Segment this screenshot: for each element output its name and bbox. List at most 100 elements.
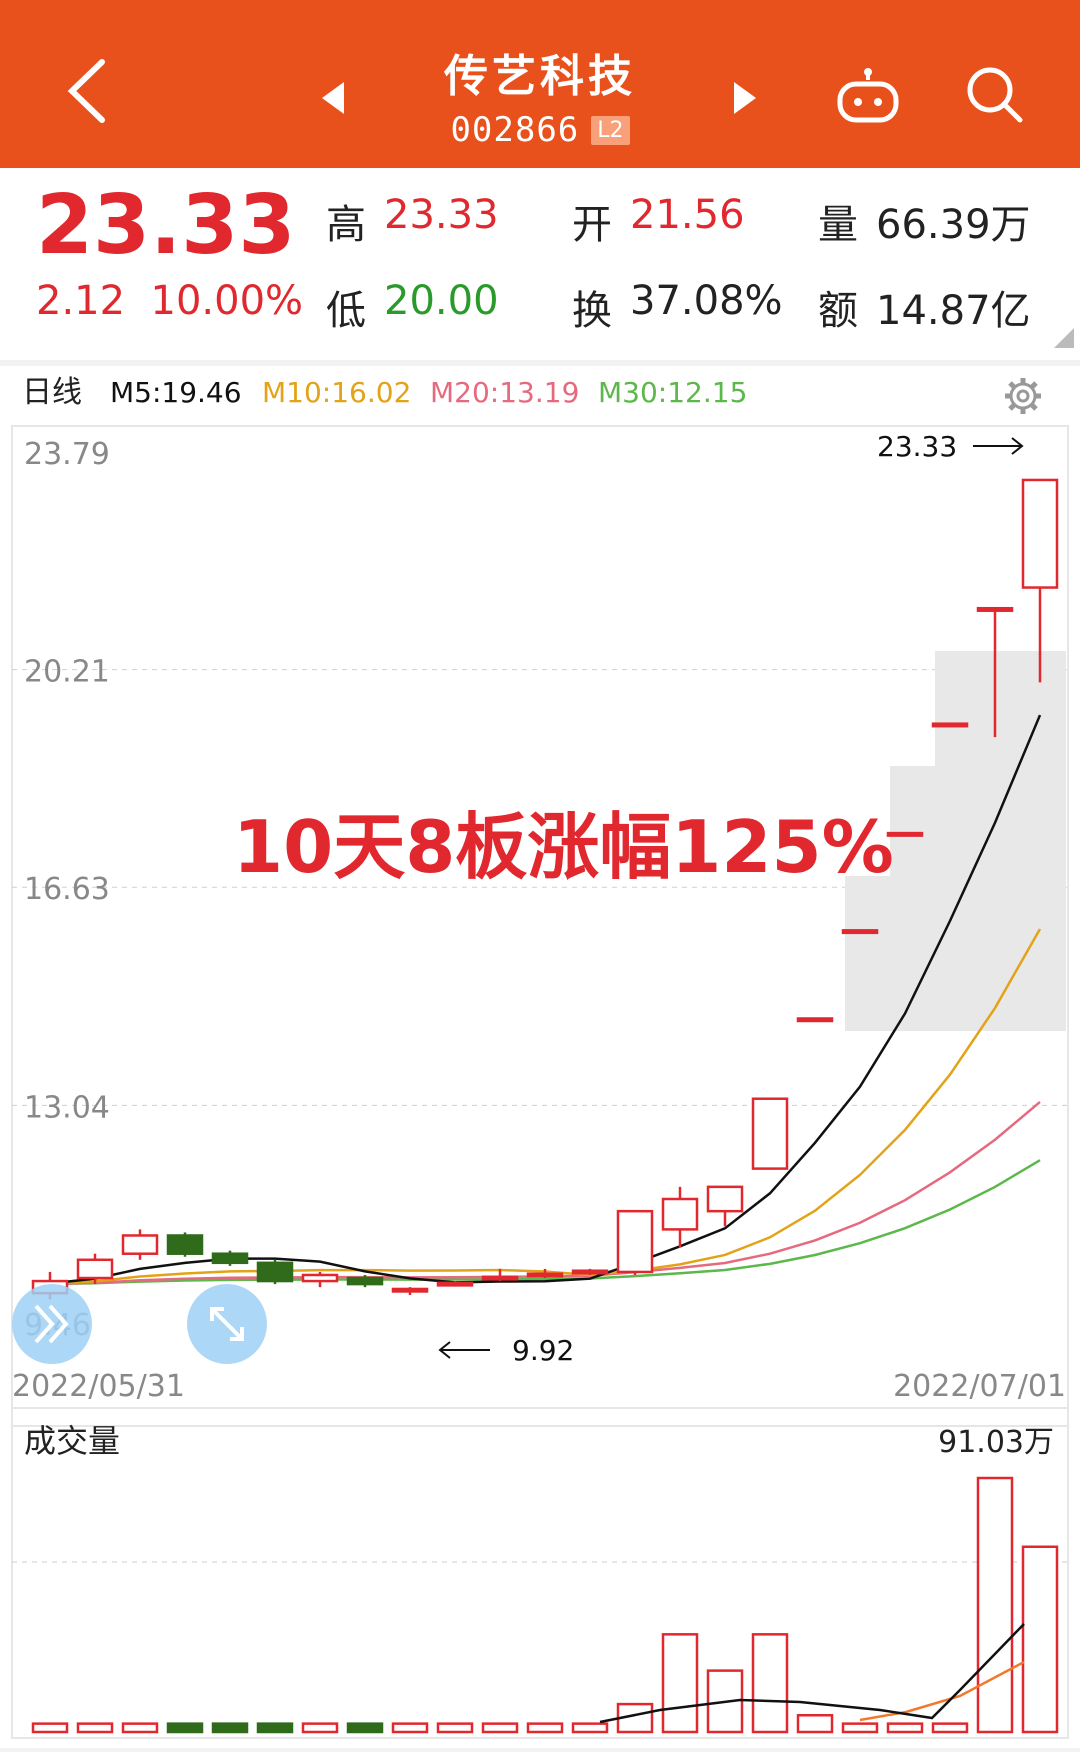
- low-label: 低: [326, 288, 366, 334]
- candle: [481, 1268, 519, 1282]
- candle-body: [76, 1258, 114, 1280]
- volume-bar: [31, 1722, 69, 1734]
- candle: [121, 1229, 159, 1260]
- volume-bar: [796, 1714, 834, 1734]
- candlestick-series: [31, 478, 1059, 1300]
- volume-bar: [886, 1722, 924, 1734]
- candle-body: [391, 1287, 429, 1293]
- ma30-line: [49, 1159, 1041, 1286]
- low-value: 20.00: [384, 278, 499, 324]
- last-price: 23.33: [36, 178, 296, 273]
- volume-bar: [751, 1633, 789, 1734]
- candle-body: [886, 831, 924, 837]
- candle-body: [526, 1272, 564, 1278]
- volume-bar: [526, 1722, 564, 1734]
- price-change: 2.12: [36, 278, 126, 324]
- high-marker-arrow: [973, 437, 1024, 455]
- high-label: 高: [326, 202, 366, 248]
- candle: [391, 1287, 429, 1296]
- volume-bar: [571, 1722, 609, 1734]
- search-icon[interactable]: [966, 66, 1026, 126]
- candle: [526, 1268, 564, 1279]
- volume-bar: [661, 1633, 699, 1734]
- volume-bar: [166, 1722, 204, 1734]
- y-tick-label: 23.79: [24, 437, 110, 472]
- candle: [661, 1186, 699, 1248]
- candle: [1021, 478, 1059, 683]
- volume-bar: [391, 1722, 429, 1734]
- candle: [841, 929, 879, 935]
- candle: [931, 722, 969, 728]
- candle: [706, 1185, 744, 1227]
- chart-card: 日线 M5:19.46 M10:16.02 M20:13.19 M30:12.1…: [0, 366, 1080, 1748]
- stock-code-row: 002866 L2: [390, 110, 690, 150]
- volume-bar: [976, 1476, 1014, 1734]
- y-tick-label: 20.21: [24, 655, 110, 690]
- volume-bar: [841, 1722, 879, 1734]
- candle-body: [121, 1234, 159, 1255]
- candle: [886, 831, 924, 837]
- quote-panel: 23.33 2.12 10.00% 高 23.33 低 20.00 开 21.5…: [0, 168, 1080, 360]
- volume-bar: [346, 1722, 384, 1734]
- expand-corner-icon[interactable]: [1054, 328, 1074, 348]
- candle: [301, 1271, 339, 1288]
- candle-body: [841, 929, 879, 935]
- candle-body: [796, 1017, 834, 1023]
- candle: [211, 1250, 249, 1266]
- candle: [256, 1259, 294, 1285]
- candle: [346, 1274, 384, 1288]
- date-start: 2022/05/31: [12, 1369, 185, 1404]
- amount-value: 14.87亿: [876, 288, 1031, 334]
- chart-canvas[interactable]: 日线 M5:19.46 M10:16.02 M20:13.19 M30:12.1…: [0, 366, 1080, 1748]
- y-tick-label: 16.63: [24, 872, 110, 907]
- amount-label: 额: [818, 288, 858, 334]
- candle-body: [346, 1276, 384, 1286]
- volume-bar: [301, 1722, 339, 1734]
- candle: [751, 1097, 789, 1170]
- prev-stock-icon[interactable]: [318, 78, 348, 118]
- high-value: 23.33: [384, 192, 499, 238]
- volume-max-label: 91.03万: [938, 1425, 1054, 1460]
- price-panel-frame: [11, 425, 1069, 1427]
- open-value: 21.56: [630, 192, 745, 238]
- fullscreen-toggle-button[interactable]: [187, 1284, 267, 1364]
- candle-body: [436, 1281, 474, 1287]
- date-end: 2022/07/01: [893, 1369, 1066, 1404]
- candle-body: [481, 1275, 519, 1281]
- low-marker-arrow: [438, 1341, 490, 1359]
- ma30-legend: M30:12.15: [598, 376, 747, 409]
- volume-bar: [481, 1722, 519, 1734]
- volume-bar: [256, 1722, 294, 1734]
- candle-body: [1021, 478, 1059, 589]
- low-marker-label: 9.92: [512, 1334, 574, 1367]
- volume-value: 66.39万: [876, 202, 1031, 248]
- top-nav-bar: 传艺科技 002866 L2: [0, 0, 1080, 168]
- volume-bar-series: [31, 1476, 1059, 1734]
- turnover-label: 换: [572, 288, 612, 334]
- overlay-headline: 10天8板涨幅125%: [233, 805, 894, 889]
- candle-body: [256, 1261, 294, 1283]
- settings-gear-icon[interactable]: [1005, 378, 1041, 414]
- volume-bar: [211, 1722, 249, 1734]
- candle-body: [211, 1252, 249, 1265]
- price-change-row: 2.12 10.00%: [36, 278, 303, 324]
- ma20-line: [49, 1101, 1041, 1286]
- stock-code: 002866: [450, 110, 580, 150]
- period-label[interactable]: 日线: [22, 375, 82, 410]
- level2-badge[interactable]: L2: [591, 115, 630, 145]
- volume-bar: [436, 1722, 474, 1734]
- ma5-legend: M5:19.46: [110, 376, 242, 409]
- price-change-pct: 10.00%: [150, 278, 304, 324]
- back-arrow-icon[interactable]: [62, 56, 112, 126]
- robot-assistant-icon[interactable]: [836, 66, 900, 126]
- volume-bar: [1021, 1545, 1059, 1734]
- volume-title: 成交量: [24, 1422, 120, 1460]
- stock-name: 传艺科技: [444, 51, 636, 102]
- candle: [436, 1281, 474, 1287]
- fast-forward-button[interactable]: [12, 1284, 92, 1364]
- candle: [166, 1232, 204, 1257]
- candle-body: [976, 606, 1014, 612]
- candle: [616, 1209, 654, 1275]
- next-stock-icon[interactable]: [730, 78, 760, 118]
- candle: [976, 606, 1014, 738]
